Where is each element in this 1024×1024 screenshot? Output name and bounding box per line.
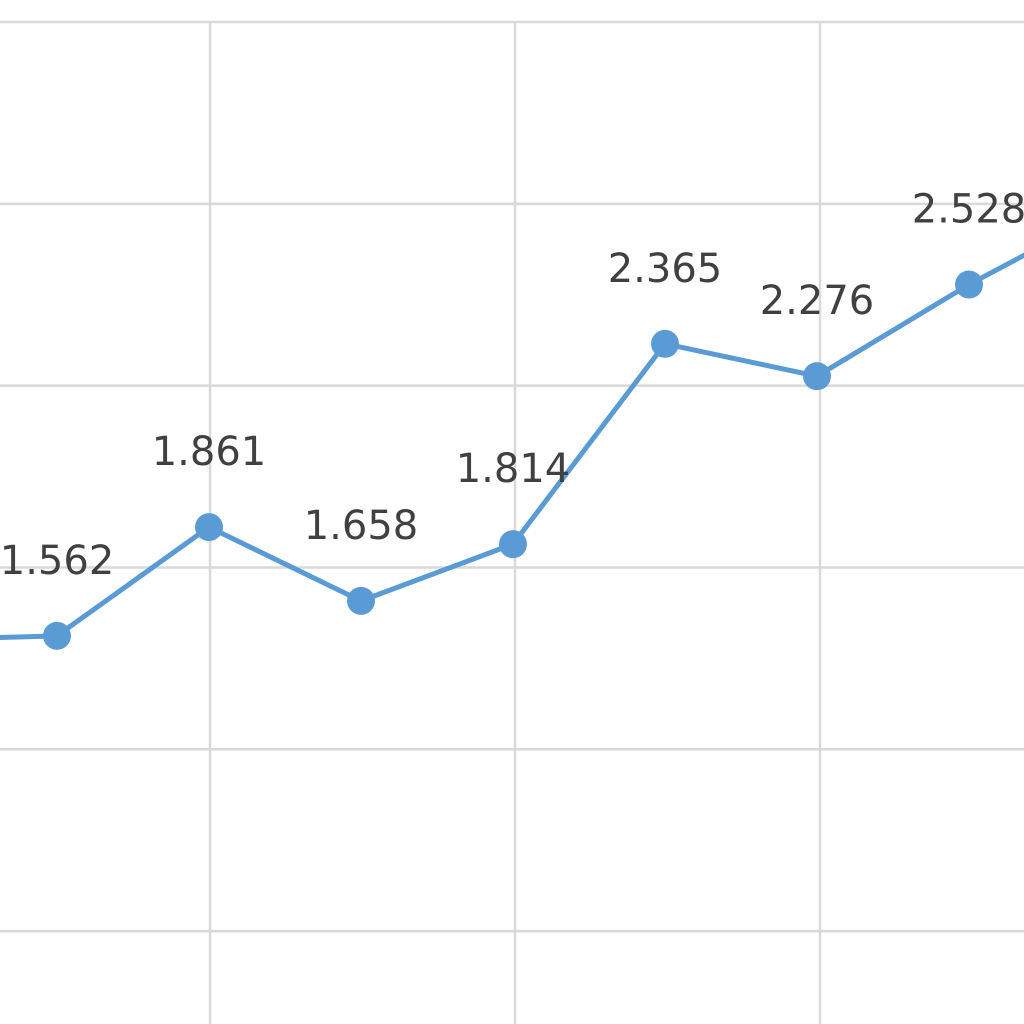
data-label-3: 1.658: [304, 503, 419, 549]
data-label-5: 2.365: [608, 246, 723, 292]
data-labels: 1.562 1.861 1.658 1.814 2.365 2.276 2.528: [0, 187, 1024, 584]
data-point-6: [803, 362, 831, 391]
data-point-4: [499, 530, 527, 559]
data-label-2: 1.861: [152, 429, 267, 475]
data-point-2: [195, 513, 223, 542]
series-line-0: [0, 252, 1024, 640]
data-label-6: 2.276: [760, 278, 875, 324]
data-point-7: [955, 270, 983, 299]
data-point-1: [43, 621, 71, 650]
data-label-4: 1.814: [456, 446, 571, 492]
data-label-7: 2.528: [912, 187, 1024, 233]
grid: [0, 20, 1024, 1024]
data-point-3: [347, 586, 375, 615]
data-point-5: [651, 329, 679, 358]
data-label-1: 1.562: [0, 538, 114, 584]
series-layer: [0, 252, 1024, 650]
